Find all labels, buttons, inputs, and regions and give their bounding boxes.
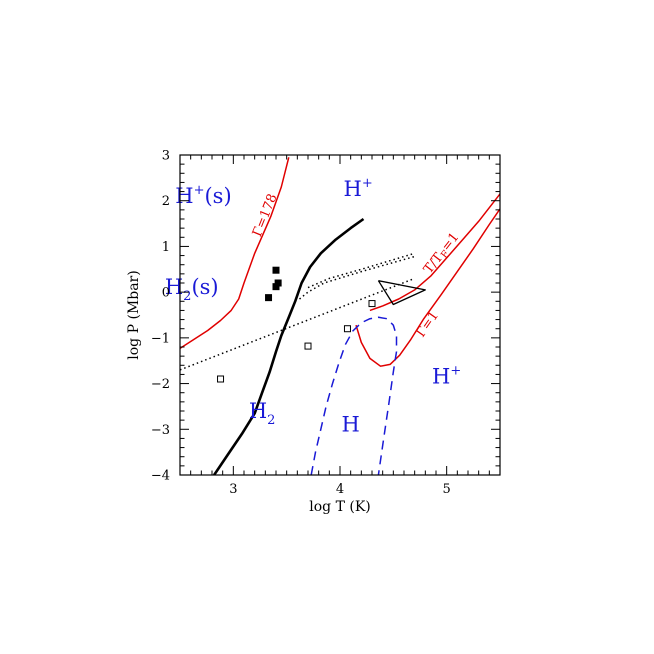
region-label: H+ bbox=[344, 176, 373, 201]
open-square-point bbox=[343, 325, 351, 333]
region-label: H+ bbox=[432, 364, 461, 389]
marker-layer bbox=[217, 266, 376, 383]
y-tick-label: −3 bbox=[151, 423, 170, 438]
y-tick-label: −2 bbox=[151, 377, 170, 392]
y-tick-label: 3 bbox=[162, 149, 170, 164]
region-label: H2(s) bbox=[165, 275, 219, 304]
series-0-black-thick bbox=[213, 217, 365, 475]
x-tick-label: 4 bbox=[336, 482, 344, 497]
series-2-red bbox=[369, 193, 500, 312]
curve-label: Γ=178 bbox=[250, 192, 281, 239]
x-tick-label: 5 bbox=[443, 482, 451, 497]
series-5-black-dotted bbox=[180, 277, 415, 371]
region-label: H+(s) bbox=[175, 183, 231, 208]
open-square-point bbox=[304, 342, 312, 350]
region-label: H bbox=[342, 413, 360, 437]
series-7-black-dotted bbox=[307, 252, 415, 289]
filled-square-point bbox=[265, 294, 273, 302]
tick-layer: 3 4 5 −4 −3 −2 −1 0 1 2 3 bbox=[151, 149, 501, 497]
open-square-point bbox=[217, 375, 225, 383]
x-tick-label: 3 bbox=[229, 482, 237, 497]
y-tick-label: 2 bbox=[162, 194, 170, 209]
series-1-red bbox=[180, 157, 290, 350]
y-tick-label: −1 bbox=[151, 331, 170, 346]
series-4-blue-dashed bbox=[310, 316, 398, 475]
open-square-point bbox=[368, 300, 376, 308]
filled-square-point bbox=[274, 279, 282, 287]
series-8-black-polygon bbox=[377, 280, 426, 306]
curve-label: Γ=1 bbox=[414, 309, 442, 341]
y-tick-label: 1 bbox=[162, 240, 170, 255]
series-layer bbox=[180, 157, 500, 475]
series-6-black-dotted bbox=[299, 255, 415, 300]
filled-square-point bbox=[272, 266, 280, 274]
filled-square-point bbox=[272, 283, 280, 291]
y-axis-label: log P (Mbar) bbox=[126, 270, 142, 359]
series-3-red bbox=[355, 208, 500, 367]
y-tick-label: −4 bbox=[151, 469, 170, 484]
region-label: H2 bbox=[249, 399, 276, 428]
y-tick-label: 0 bbox=[162, 286, 170, 301]
x-axis-label: log T (K) bbox=[309, 499, 371, 515]
